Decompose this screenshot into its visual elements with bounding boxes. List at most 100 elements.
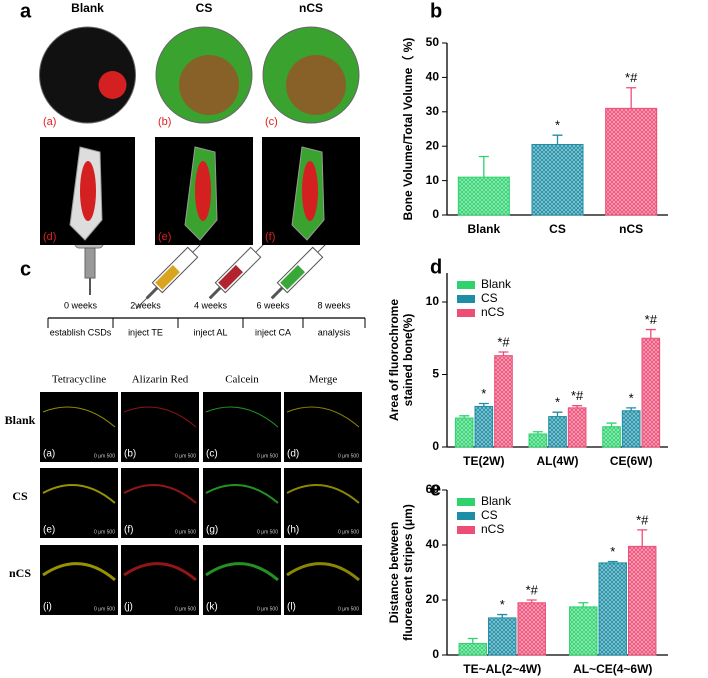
significance: * (481, 386, 486, 401)
timeline-week: 6 weeks (256, 300, 290, 310)
fluor-signal (205, 406, 279, 428)
y-tick-label: 5 (432, 367, 439, 381)
y-tick-label: 60 (426, 482, 440, 496)
error-bar (606, 422, 617, 427)
scale-label: 0 μm 500 (94, 529, 115, 535)
fluor-signal (205, 562, 279, 582)
fluor-row: CS (12, 489, 28, 503)
scale-label: 0 μm 500 (257, 606, 278, 612)
legend-label: Blank (481, 277, 512, 291)
bar (488, 617, 517, 656)
ct-bone (195, 161, 211, 221)
error-bar (552, 134, 563, 145)
panel-letter: a (20, 0, 32, 22)
error-bar (645, 328, 656, 339)
ct-scan (39, 26, 136, 124)
significance: *# (636, 512, 649, 527)
legend-label: CS (481, 291, 498, 305)
y-tick-label: 0 (432, 439, 439, 453)
fluor-row: nCS (9, 566, 31, 580)
y-tick-label: 10 (426, 294, 440, 308)
timeline-event: analysis (318, 327, 351, 337)
fluor-image (121, 468, 199, 538)
bar (454, 417, 474, 448)
scale-label: 0 μm 500 (175, 453, 196, 459)
legend-swatch (457, 526, 475, 534)
fluor-row: Blank (5, 413, 36, 427)
significance: *# (497, 334, 510, 349)
error-bar (626, 87, 637, 109)
fluor-image (203, 545, 281, 615)
timeline-event: establish CSDs (50, 327, 112, 337)
y-tick-label: 0 (432, 207, 439, 221)
fluor-header: Alizarin Red (132, 374, 189, 386)
fluor-header: Tetracycline (52, 374, 106, 386)
panel-letter: b (430, 0, 442, 22)
fluor-label: (f) (124, 525, 133, 536)
error-bar (607, 560, 618, 563)
error-bar (497, 613, 508, 618)
ct-scan (98, 71, 127, 99)
error-bar (578, 602, 589, 607)
fluor-signal (123, 484, 197, 504)
fluor-signal (42, 406, 116, 428)
fluor-label: (h) (287, 525, 299, 536)
scale-label: 0 μm 500 (175, 529, 196, 535)
bar (569, 606, 598, 656)
x-tick-label: Blank (467, 222, 500, 236)
y-axis-label: Area of fluorochrome (387, 299, 401, 421)
fluor-image (40, 392, 118, 462)
scale-label: 0 μm 500 (94, 606, 115, 612)
bar (602, 426, 621, 448)
bar (528, 433, 548, 448)
error-bar (532, 431, 543, 434)
fluor-image (284, 392, 362, 462)
error-bar (626, 407, 637, 411)
panel-letter: e (430, 478, 441, 500)
scale-label: 0 μm 500 (338, 529, 359, 535)
fluor-image (121, 545, 199, 615)
ct-bone (302, 161, 318, 221)
x-tick-label: TE~AL(2~4W) (463, 662, 541, 676)
ct-label: (e) (158, 231, 171, 243)
scale-label: 0 μm 500 (338, 606, 359, 612)
legend-swatch (457, 498, 475, 506)
legend-swatch (457, 281, 475, 289)
fluor-image (203, 468, 281, 538)
y-axis-label: stained bone(%) (401, 314, 415, 407)
scale-label: 0 μm 500 (257, 529, 278, 535)
y-tick-label: 40 (426, 537, 440, 551)
scale-label: 0 μm 500 (94, 453, 115, 459)
bar (548, 416, 567, 448)
timeline-week: 4 weeks (194, 300, 228, 310)
error-bar (467, 637, 478, 644)
bar (457, 176, 510, 216)
y-axis-label: Bone Volume/Total Volume（ %) (400, 38, 415, 221)
legend-swatch (457, 512, 475, 520)
ct-bone (80, 161, 96, 221)
timeline-week: 2weeks (130, 300, 161, 310)
x-tick-label: CE(6W) (610, 454, 653, 468)
significance: *# (571, 388, 584, 403)
timeline-event: inject AL (193, 327, 227, 337)
ct-label: (d) (43, 231, 56, 243)
illustrations (74, 231, 329, 310)
legend-label: CS (481, 508, 498, 522)
significance: *# (526, 582, 539, 597)
fluor-signal (286, 484, 360, 504)
legend-swatch (457, 309, 475, 317)
error-bar (478, 402, 489, 407)
fluor-image (40, 545, 118, 615)
ct-header: Blank (71, 1, 104, 15)
fluor-signal (286, 406, 360, 428)
bar (474, 405, 494, 448)
x-tick-label: TE(2W) (463, 454, 504, 468)
fluor-image (121, 392, 199, 462)
bar (517, 602, 546, 656)
bar (458, 642, 488, 656)
fluor-image (284, 545, 362, 615)
x-tick-label: AL~CE(4~6W) (573, 662, 652, 676)
fluor-signal (123, 562, 197, 582)
fluor-signal (286, 562, 360, 582)
